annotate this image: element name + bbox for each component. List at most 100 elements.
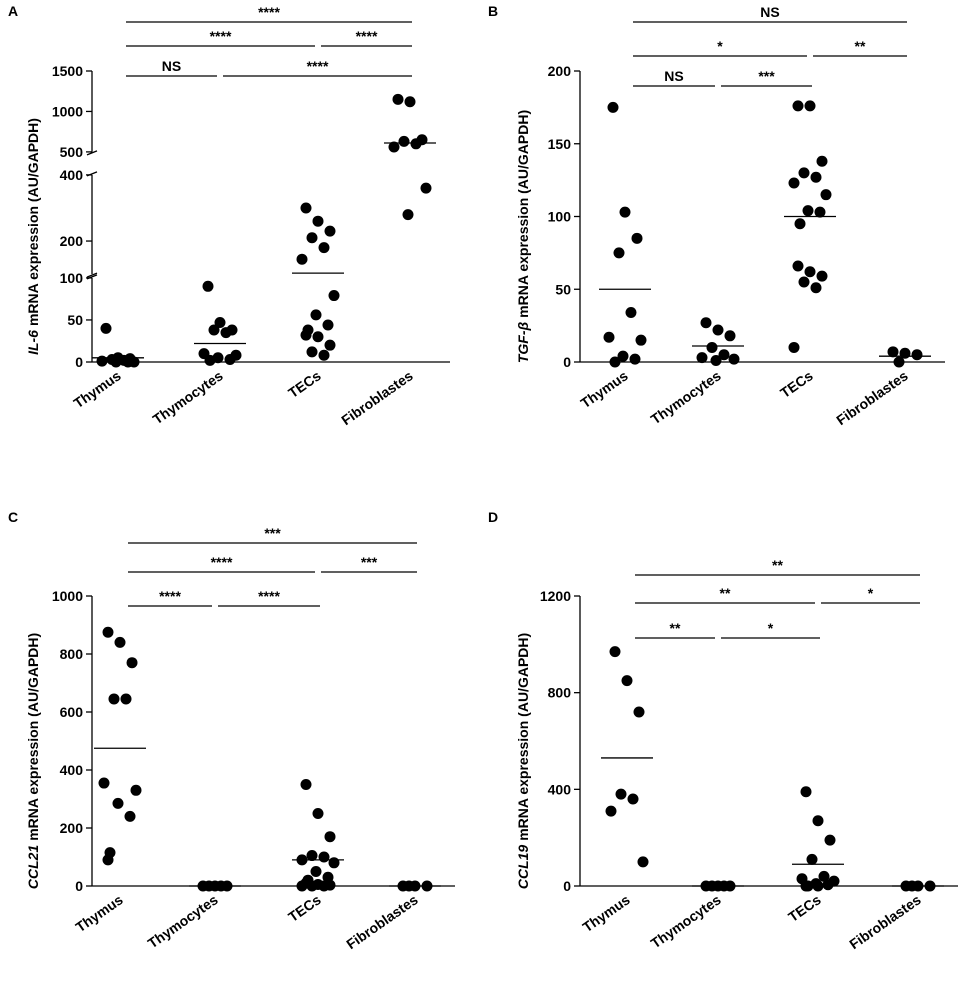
data-point — [609, 646, 621, 658]
data-point — [812, 880, 824, 892]
y-axis-label: CCL19 mRNA expression (AU/GAPDH) — [515, 633, 531, 889]
y-axis-label: TGF-β mRNA expression (AU/GAPDH) — [515, 110, 531, 363]
data-point — [810, 171, 822, 183]
x-tick-label: TECs — [785, 891, 824, 925]
y-tick-label: 0 — [563, 354, 571, 370]
data-point — [312, 331, 324, 343]
data-point — [204, 354, 216, 366]
x-tick-label: TECs — [285, 891, 324, 925]
data-point — [911, 349, 923, 361]
significance-label: **** — [258, 588, 280, 604]
data-point — [306, 850, 318, 862]
data-point — [887, 346, 899, 358]
data-point — [300, 329, 312, 341]
data-point — [806, 853, 818, 865]
panel-label: B — [488, 3, 498, 19]
y-tick-label: 50 — [555, 281, 571, 297]
x-tick-label: Thymocytes — [145, 891, 221, 951]
y-axis-label: IL-6 mRNA expression (AU/GAPDH) — [25, 118, 41, 355]
data-point — [324, 831, 336, 843]
data-point — [324, 339, 336, 351]
y-tick-label: 50 — [67, 312, 83, 328]
data-point — [318, 880, 330, 892]
significance-label: ** — [772, 557, 783, 573]
data-point — [788, 177, 800, 189]
data-point — [130, 784, 142, 796]
data-point — [224, 353, 236, 365]
data-point — [404, 96, 416, 108]
data-point — [122, 356, 134, 368]
data-point — [208, 324, 220, 336]
significance-label: NS — [760, 4, 779, 20]
data-point — [110, 356, 122, 368]
data-point — [700, 317, 712, 329]
data-point — [310, 309, 322, 321]
data-point — [306, 232, 318, 244]
significance-label: NS — [162, 58, 181, 74]
data-point — [324, 225, 336, 237]
x-tick-label: Fibroblastes — [833, 367, 911, 428]
significance-label: **** — [159, 588, 181, 604]
x-tick-label: Thymus — [578, 367, 631, 411]
y-tick-label: 800 — [548, 685, 572, 701]
data-point — [802, 205, 814, 217]
data-point — [318, 242, 330, 254]
y-tick-label: 1000 — [52, 103, 83, 119]
x-tick-label: Thymus — [71, 367, 124, 411]
x-tick-label: Thymocytes — [648, 891, 724, 951]
data-point — [798, 167, 810, 179]
y-tick-label: 200 — [60, 233, 84, 249]
data-point — [798, 276, 810, 288]
data-point — [706, 341, 718, 353]
y-tick-label: 1000 — [52, 588, 83, 604]
significance-label: * — [717, 38, 723, 54]
data-point — [120, 693, 132, 705]
data-point — [788, 341, 800, 353]
data-point — [318, 349, 330, 361]
data-point — [318, 851, 330, 863]
significance-label: ** — [670, 620, 681, 636]
x-tick-label: Fibroblastes — [338, 367, 416, 428]
x-tick-label: Fibroblastes — [343, 891, 421, 952]
data-point — [728, 353, 740, 365]
data-point — [603, 331, 615, 343]
data-point — [388, 141, 400, 153]
data-point — [812, 815, 824, 827]
data-point — [300, 202, 312, 214]
axis-break — [86, 150, 98, 156]
data-point — [420, 182, 432, 194]
y-label-gene: IL-6 — [25, 330, 41, 355]
data-point — [820, 189, 832, 201]
data-point — [613, 247, 625, 259]
y-tick-label: 200 — [548, 63, 572, 79]
data-point — [98, 777, 110, 789]
data-point — [718, 349, 730, 361]
data-point — [392, 93, 404, 105]
y-label-text: mRNA expression (AU/GAPDH) — [25, 633, 41, 841]
data-point — [102, 854, 114, 866]
y-label-gene: CCL21 — [25, 845, 41, 890]
significance-label: *** — [361, 554, 378, 570]
data-point — [617, 350, 629, 362]
x-tick-label: Thymus — [73, 891, 126, 935]
axis-break — [86, 272, 98, 278]
data-point — [296, 253, 308, 265]
data-point — [625, 307, 637, 319]
data-point — [631, 232, 643, 244]
data-point — [629, 353, 641, 365]
data-point — [804, 100, 816, 112]
significance-label: * — [768, 620, 774, 636]
y-label-text: mRNA expression (AU/GAPDH) — [25, 118, 41, 326]
data-point — [710, 355, 722, 367]
significance-label: ** — [855, 38, 866, 54]
y-tick-label: 400 — [60, 762, 84, 778]
data-point — [398, 135, 410, 147]
y-tick-label: 0 — [563, 878, 571, 894]
data-point — [627, 793, 639, 805]
y-tick-label: 400 — [60, 167, 84, 183]
data-point — [633, 706, 645, 718]
data-point — [312, 215, 324, 227]
data-point — [609, 356, 621, 368]
data-point — [202, 280, 214, 292]
